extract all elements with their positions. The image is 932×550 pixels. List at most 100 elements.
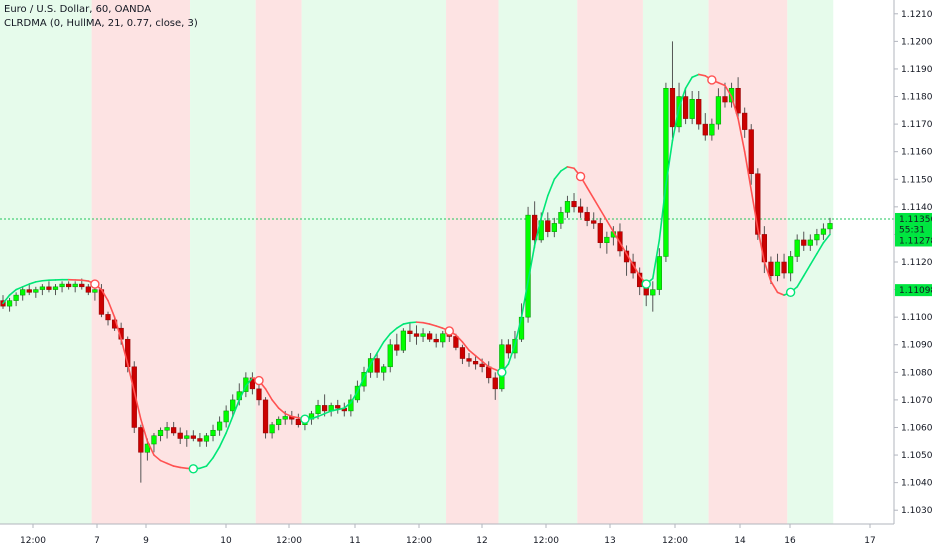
indicator-title: CLRDMA (0, HullMA, 21, 0.77, close, 3): [4, 18, 198, 29]
candle-body-down: [702, 123, 708, 136]
candle-body-up: [807, 239, 813, 246]
ma-segment: [100, 288, 109, 302]
ma-segment: [126, 363, 136, 393]
ma-segment: [606, 219, 615, 233]
ma-segment: [796, 274, 805, 288]
candle: [20, 286, 26, 301]
candle-body-down: [427, 333, 433, 340]
candle-body-down: [413, 333, 420, 337]
ma-segment: [21, 283, 31, 288]
ma-segment: [520, 280, 529, 318]
candle-body-down: [696, 99, 702, 125]
ma-segment: [684, 76, 693, 90]
candles: [0, 41, 833, 483]
candle: [394, 333, 400, 356]
candle-body-up: [499, 344, 505, 390]
candle-body-up: [151, 435, 157, 445]
candle: [26, 284, 32, 296]
time-axis[interactable]: [0, 524, 894, 550]
candle-body-down: [256, 388, 262, 401]
candle: [564, 195, 571, 218]
price-tick-label: 1.12000: [901, 37, 932, 47]
ma-segment: [225, 415, 234, 434]
ma-segment: [389, 327, 398, 335]
candle: [39, 284, 45, 296]
ma-segment: [560, 166, 569, 172]
ma-segment: [277, 407, 287, 415]
candle: [689, 91, 695, 125]
ma-segment: [290, 415, 300, 419]
regime-band-down: [446, 0, 499, 524]
price-axis[interactable]: [894, 0, 932, 524]
ma-segment: [382, 332, 392, 343]
ma-segment: [586, 186, 595, 200]
candle-body-down: [669, 88, 676, 128]
ma-segment: [120, 338, 129, 365]
ma-segment: [461, 341, 470, 352]
candle-body-up: [400, 330, 406, 351]
ma-segment: [468, 349, 477, 357]
candle: [203, 432, 210, 447]
candle: [374, 353, 380, 378]
candle: [820, 223, 827, 240]
candle: [157, 427, 164, 442]
candle-body-down: [433, 338, 439, 343]
candle-body-down: [492, 377, 498, 390]
ma-segment: [750, 189, 759, 230]
ma-segment: [619, 241, 628, 255]
candle-body-up: [52, 286, 59, 290]
time-tick-label: 12: [476, 536, 487, 546]
candle: [413, 325, 420, 345]
candle-body-down: [262, 399, 269, 434]
ma-segment: [146, 440, 155, 456]
candle: [381, 364, 387, 381]
ma-segment: [179, 466, 188, 470]
candle: [781, 253, 787, 279]
symbol-title: Euro / U.S. Dollar, 60, OANDA: [4, 4, 152, 15]
ma-segment: [533, 217, 543, 247]
ma-segment: [632, 263, 641, 277]
regime-band-up: [0, 0, 92, 524]
ma-segment: [599, 208, 608, 222]
ma-segment: [415, 321, 424, 324]
candle-body-down: [295, 418, 301, 425]
candle-body-up: [92, 289, 98, 293]
ma-segment: [205, 457, 214, 467]
candle: [801, 231, 807, 251]
candle: [177, 427, 183, 445]
candle: [532, 201, 538, 249]
candle-body-down: [66, 283, 72, 288]
candle-body-down: [374, 358, 380, 373]
candle-body-up: [420, 333, 426, 337]
crossover-marker-down: [444, 326, 455, 336]
ma-segment: [376, 341, 385, 354]
ma-segment: [28, 281, 37, 285]
candle: [525, 206, 531, 323]
price-tick-label: 1.10700: [901, 396, 932, 406]
candle-body-up: [656, 256, 662, 290]
regime-band-up: [498, 0, 578, 524]
candle-body-down: [748, 129, 754, 174]
candle: [105, 311, 111, 326]
price-tick-label: 1.11700: [901, 120, 932, 130]
price-tick-label: 1.11900: [901, 65, 932, 75]
candle-body-down: [407, 330, 413, 334]
candle: [92, 286, 98, 301]
candle: [256, 383, 262, 406]
candle-body-down: [321, 405, 328, 412]
candle-body-up: [184, 435, 190, 439]
candle-body-up: [6, 300, 13, 307]
price-tag-box: [895, 234, 932, 247]
candle-body-up: [820, 228, 827, 235]
ma-segment: [284, 412, 293, 418]
ma-segment: [140, 418, 149, 443]
time-axis-labels: 12:00 7 9 10 12:00 11 12:00 12 12:00 13 12:00 14 16 1…: [20, 524, 876, 546]
candle-body-down: [682, 96, 689, 119]
crossover-marker-down: [707, 75, 717, 85]
candle: [131, 361, 137, 433]
ma-segment: [474, 354, 483, 363]
candle-body-up: [604, 236, 610, 243]
ma-segment: [763, 261, 772, 283]
time-tick-label: 12:00: [406, 536, 432, 546]
